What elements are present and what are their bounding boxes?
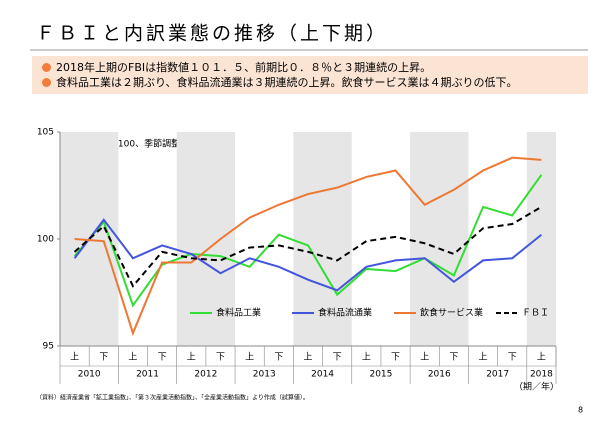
series-line	[73, 206, 542, 288]
x-tick-label: 下	[99, 353, 108, 363]
year-label: 2013	[253, 370, 276, 380]
source: （資料）経済産業省「鉱工業指数」、「第３次産業活動指数」、「全産業活動指数」より…	[36, 394, 309, 402]
y-tick-label: 105	[37, 128, 54, 138]
x-tick-label: 上	[303, 352, 312, 363]
series-line	[74, 156, 542, 337]
page-number: 8	[578, 406, 583, 415]
year-label: 2010	[78, 370, 101, 380]
year-label: 2018	[530, 370, 553, 380]
series-line	[73, 174, 543, 308]
y-tick-label: 95	[43, 342, 54, 352]
x-tick-label: 上	[537, 352, 546, 363]
x-tick-label: 上	[420, 352, 429, 363]
x-tick-label: 上	[70, 352, 79, 363]
x-tick-label: 下	[333, 353, 342, 363]
legend-label: 飲食サービス業	[420, 307, 483, 319]
x-tick-label: 下	[508, 353, 517, 363]
x-tick-label: 下	[391, 353, 400, 363]
x-tick-label: 下	[216, 353, 225, 363]
bullet: 食料品工業は２期ぶり、食料品流通業は３期連続の上昇。飲食サービス業は４期ぶりの低…	[40, 75, 580, 90]
year-shade	[410, 132, 469, 346]
x-tick-label: 上	[245, 352, 254, 363]
x-unit: （期／年）	[514, 381, 559, 393]
series-line	[73, 218, 543, 292]
year-shade	[176, 132, 236, 346]
x-tick-label: 下	[274, 353, 283, 363]
year-label: 2011	[136, 370, 159, 380]
year-shade	[526, 132, 556, 346]
summary-box: 2018年上期のFBIは指数値１０１．５、前期比０．８％と３期連続の上昇。 食料…	[32, 56, 588, 94]
year-label: 2016	[428, 370, 451, 380]
year-label: 2017	[486, 370, 509, 380]
year-shade	[293, 132, 352, 346]
title: ＦＢＩと内訳業態の推移（上下期）	[36, 23, 388, 45]
legend-label: 食料品流通業	[318, 307, 372, 319]
x-tick-label: 下	[449, 353, 458, 363]
year-label: 2014	[311, 370, 334, 380]
x-tick-label: 上	[128, 352, 137, 363]
bullet: 2018年上期のFBIは指数値１０１．５、前期比０．８％と３期連続の上昇。	[40, 60, 580, 75]
legend-label: ＦＢＩ	[522, 309, 549, 319]
x-tick-label: 上	[362, 352, 371, 363]
x-tick-label: 上	[187, 352, 196, 363]
year-label: 2012	[194, 370, 217, 380]
year-label: 2015	[369, 370, 392, 380]
y-tick-label: 100	[37, 235, 54, 245]
legend-label: 食料品工業	[216, 307, 261, 319]
x-tick-label: 下	[158, 353, 167, 363]
x-tick-label: 上	[479, 352, 488, 363]
